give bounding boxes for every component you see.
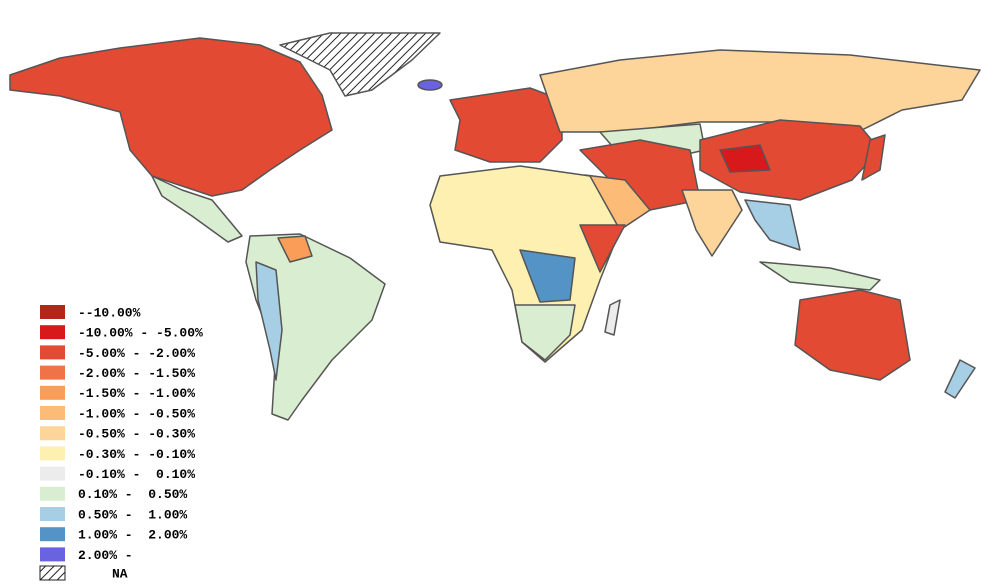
southern-africa — [514, 304, 576, 361]
legend-label: -5.00% - -2.00% — [78, 346, 195, 361]
australia — [794, 289, 911, 381]
greenland — [279, 32, 441, 97]
legend-swatch — [40, 345, 65, 360]
indonesia — [759, 261, 881, 291]
horn-of-africa — [579, 224, 626, 273]
legend-swatch — [40, 365, 65, 380]
legend-label: --10.00% — [78, 305, 141, 320]
andes — [255, 261, 283, 381]
legend-label: -0.50% - -0.30% — [78, 427, 195, 442]
legend-swatch — [40, 385, 65, 400]
central-america — [151, 175, 243, 243]
new-zealand — [944, 359, 976, 399]
legend-swatch — [40, 406, 65, 420]
legend-label: -0.10% - 0.10% — [78, 467, 195, 482]
landmasses — [9, 32, 981, 421]
legend-swatch — [40, 446, 65, 461]
legend-swatch-na — [39, 565, 66, 581]
northern-asia — [539, 49, 981, 133]
legend-label: -0.30% - -0.10% — [78, 447, 195, 462]
north-america — [9, 37, 333, 197]
legend-label: 0.50% - 1.00% — [78, 507, 187, 522]
legend-swatch — [40, 305, 65, 319]
legend-label: -1.50% - -1.00% — [78, 386, 195, 401]
central-africa — [519, 249, 576, 303]
legend-swatch — [40, 426, 65, 441]
venezuela — [277, 235, 313, 263]
legend-label: 0.10% - 0.50% — [78, 487, 187, 502]
legend-label-na: NA — [112, 566, 128, 581]
legend: NA --10.00% -10.00% - -5.00% -5.00% - -2.0… — [39, 305, 203, 581]
legend-label: -1.00% - -0.50% — [78, 406, 195, 421]
legend-swatch — [40, 527, 65, 542]
legend-swatch — [40, 325, 65, 340]
china — [699, 119, 881, 201]
middle-east — [579, 139, 701, 211]
legend-swatch — [40, 547, 65, 562]
southeast-asia — [744, 199, 801, 251]
europe — [449, 87, 563, 163]
iceland — [417, 79, 443, 91]
india — [681, 189, 743, 257]
legend-label: -10.00% - -5.00% — [78, 326, 203, 341]
madagascar — [604, 299, 621, 336]
japan — [861, 134, 886, 181]
legend-swatch — [40, 507, 65, 521]
legend-label: -2.00% - -1.50% — [78, 366, 195, 381]
legend-label: 1.00% - 2.00% — [78, 528, 187, 543]
legend-label: 2.00% - — [78, 548, 133, 563]
south-america — [245, 233, 386, 421]
tibet — [719, 144, 771, 173]
legend-swatch — [40, 486, 65, 501]
legend-swatch — [40, 466, 65, 481]
